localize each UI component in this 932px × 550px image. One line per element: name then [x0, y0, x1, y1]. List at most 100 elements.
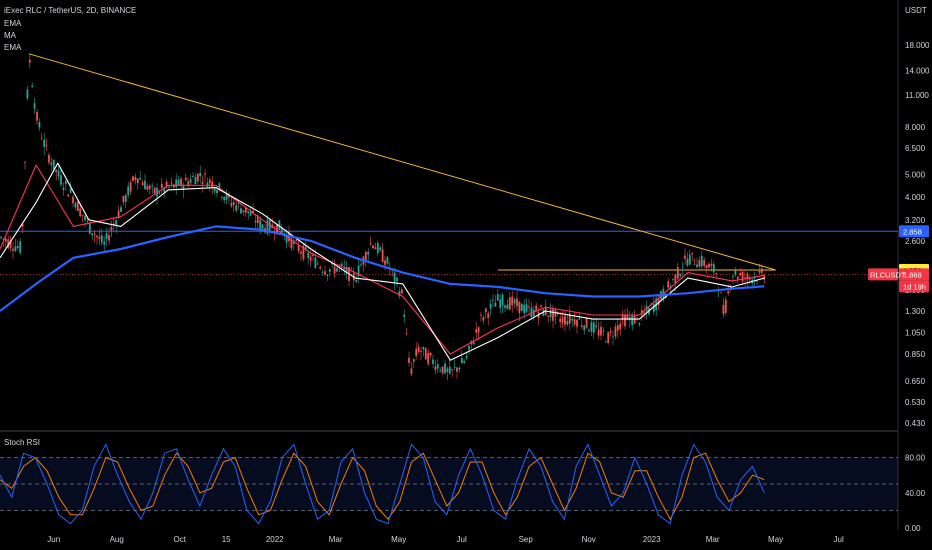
candle-body	[724, 299, 727, 313]
symbol-title[interactable]: iExec RLC / TetherUS, 2D, BINANCE	[4, 6, 137, 15]
candle-body	[151, 185, 154, 187]
candle-body	[38, 122, 41, 128]
candle-body	[583, 325, 586, 331]
candle-body	[165, 181, 168, 187]
candle-body	[559, 318, 562, 323]
candle-body	[504, 305, 506, 308]
candle-body	[45, 144, 48, 146]
candle-body	[422, 346, 425, 350]
candle-body	[739, 272, 742, 276]
candle-body	[525, 304, 528, 312]
candle-body	[528, 306, 530, 308]
stoch-rsi-label[interactable]: Stoch RSI	[4, 438, 41, 447]
candle-body	[600, 326, 602, 336]
legend-ma[interactable]: MA	[4, 31, 16, 40]
candle-body	[60, 175, 62, 185]
time-axis-label: Sep	[519, 535, 534, 544]
candle-body	[48, 154, 50, 163]
descending-trendline[interactable]	[28, 53, 776, 271]
time-axis-label: Jul	[457, 535, 467, 544]
candle-body	[549, 309, 552, 318]
candle-body	[432, 359, 434, 365]
candle-body	[100, 235, 103, 243]
candle-body	[7, 239, 10, 248]
candle-body	[448, 366, 451, 374]
candle-body	[312, 254, 314, 256]
candle-body	[223, 197, 226, 201]
price-tick-label: 11.000	[905, 91, 929, 100]
candle-body	[129, 182, 132, 192]
legend-ema-fast[interactable]: EMA	[4, 19, 22, 28]
candle-body	[540, 305, 542, 307]
candle-body	[674, 274, 677, 284]
candle-body	[720, 292, 722, 294]
candle-body	[276, 224, 278, 234]
candle-body	[588, 330, 590, 332]
candle-body	[158, 192, 161, 194]
candle-body	[746, 273, 749, 280]
candle-body	[686, 258, 689, 266]
candle-body	[247, 211, 250, 213]
candle-body	[350, 268, 353, 270]
candle-body	[218, 183, 221, 189]
candle-body	[552, 308, 554, 321]
symbol-badge	[868, 268, 898, 281]
candle-body	[585, 318, 588, 328]
candle-body	[715, 273, 718, 275]
candle-body	[472, 342, 475, 345]
candle-body	[237, 202, 240, 204]
candle-body	[398, 291, 401, 297]
candle-body	[52, 159, 55, 170]
candle-body	[88, 222, 91, 234]
candle-body	[439, 370, 442, 371]
candle-body	[468, 345, 470, 350]
candle-body	[722, 304, 725, 314]
candle-body	[297, 245, 300, 252]
candle-body	[420, 350, 422, 352]
ma-line	[0, 162, 765, 361]
candle-body	[393, 272, 396, 282]
candle-body	[643, 312, 646, 314]
candle-body	[136, 178, 139, 184]
candle-body	[376, 243, 379, 254]
time-axis-label: Nov	[582, 535, 596, 544]
candle-body	[57, 170, 60, 177]
candle-body	[624, 315, 626, 327]
candle-body	[180, 178, 182, 187]
candle-body	[405, 333, 408, 335]
candle-body	[458, 367, 461, 370]
candle-body	[24, 161, 26, 163]
candle-body	[326, 274, 329, 277]
candle-body	[604, 341, 607, 343]
price-badge-label: 1.868	[903, 270, 922, 279]
candle-body	[535, 305, 538, 312]
candle-body	[616, 325, 619, 331]
candle-body	[477, 327, 480, 333]
price-tick-label: 8.000	[905, 123, 926, 132]
candle-body	[475, 329, 478, 333]
candle-body	[436, 364, 439, 369]
candle-body	[374, 247, 377, 250]
trendline-layer[interactable]	[28, 53, 776, 271]
candle-body	[693, 264, 696, 266]
candle-body	[333, 266, 336, 274]
candle-body	[595, 325, 598, 328]
candle-body	[403, 314, 406, 317]
candle-body	[261, 224, 264, 229]
candlesticks	[0, 53, 766, 381]
candle-body	[328, 269, 331, 272]
candle-body	[530, 307, 533, 317]
candle-body	[744, 277, 746, 279]
candle-body	[542, 309, 545, 317]
candle-body	[703, 259, 706, 266]
candle-body	[69, 188, 72, 193]
time-axis-label: May	[768, 535, 783, 544]
candle-body	[31, 85, 34, 87]
candle-body	[379, 247, 382, 251]
legend-ema-slow[interactable]: EMA	[4, 43, 22, 52]
time-axis-label: Mar	[329, 535, 343, 544]
candle-body	[494, 302, 497, 307]
candle-body	[484, 308, 487, 313]
candle-body	[316, 263, 319, 265]
